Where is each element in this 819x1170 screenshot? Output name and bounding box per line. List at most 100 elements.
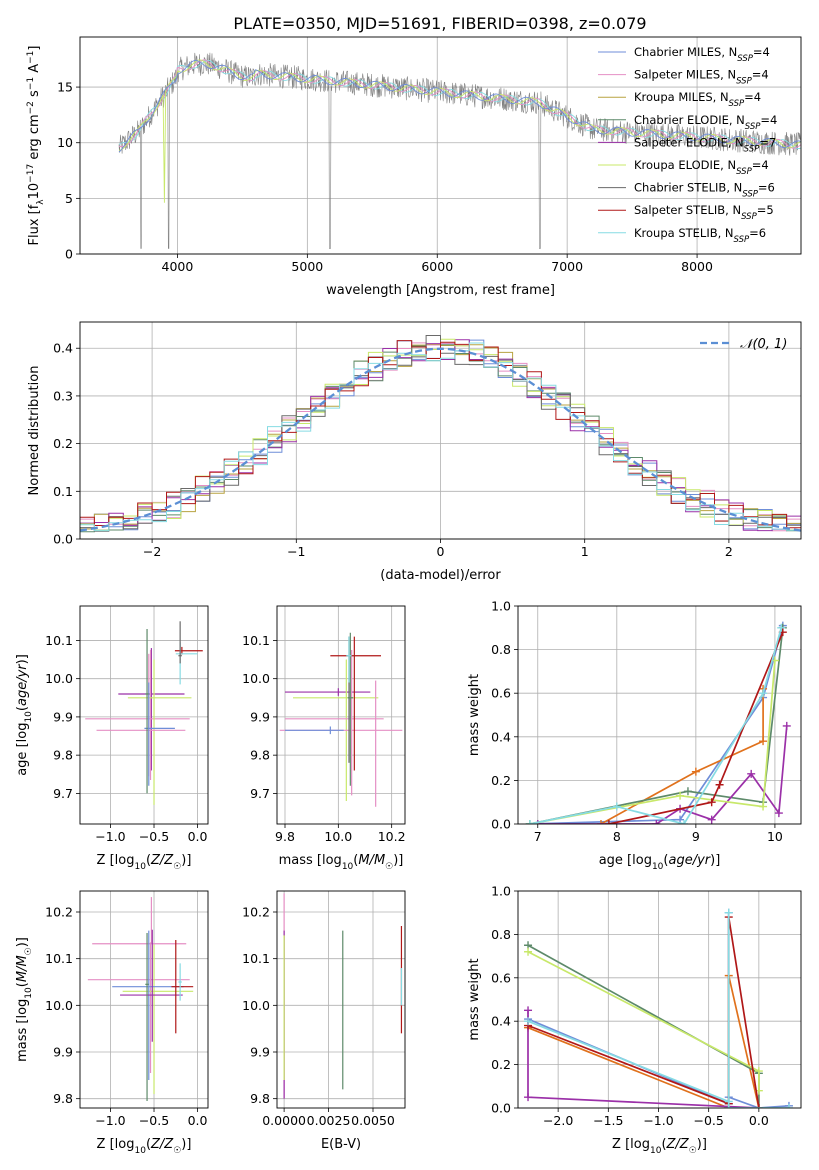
x-axis-label: age [log10(age/yr)] <box>599 853 721 872</box>
y-tick-label: 9.7 <box>250 786 270 801</box>
axes-frame <box>276 605 406 825</box>
plot-area <box>118 52 801 249</box>
legend-tail: =4 <box>744 90 761 104</box>
weight-marker <box>524 1017 533 1026</box>
x-tick-label: 10.2 <box>378 829 406 844</box>
weight-line <box>527 975 760 1108</box>
weight-marker <box>604 820 613 824</box>
legend-entry: Kroupa MILES, NSSP=4 <box>634 90 761 109</box>
legend-tail: =4 <box>753 45 770 59</box>
legend-text: Chabrier MILES, N <box>634 45 737 59</box>
x-tick-label: 8 <box>613 829 621 844</box>
legend-entry: Kroupa ELODIE, NSSP=4 <box>634 158 769 177</box>
x-tick-label: 0.0 <box>188 1113 208 1128</box>
label-part: 10 <box>134 1146 146 1156</box>
legend: Chabrier MILES, N SSP =4 Salpeter MILES, N S… <box>598 45 777 245</box>
weight-marker <box>524 947 533 956</box>
label-part: ☉ <box>24 947 34 955</box>
label-part: A <box>27 64 42 77</box>
x-axis-label: wavelength [Angstrom, rest frame] <box>326 283 555 298</box>
weight-line <box>529 660 776 824</box>
label-part: −1 <box>26 51 36 64</box>
x-tick-label: −1.0 <box>643 1113 673 1128</box>
y-tick-label: 0.6 <box>491 970 511 985</box>
weight-marker <box>759 689 768 698</box>
panel-mass-vs-ebv: 0.0000 0.0025 0.0050 9.8 9.9 10.0 10.1 10.2 E(B-… <box>242 890 406 1152</box>
y-tick-label: 9.9 <box>250 1045 270 1060</box>
x-tick-label: 0.0 <box>188 829 208 844</box>
weight-marker <box>707 815 716 824</box>
y-tick-label: 15 <box>57 80 73 95</box>
label-part: ( <box>146 1137 151 1152</box>
label-part: )] <box>181 853 191 868</box>
label-part: 10 <box>24 711 34 723</box>
label-part: ☉ <box>385 862 393 872</box>
legend-text: Salpeter MILES, N <box>634 68 736 82</box>
weight-marker <box>784 1104 793 1108</box>
label-part: ] <box>27 46 42 51</box>
x-tick-label: 0.0 <box>749 1113 769 1128</box>
x-tick-label: 7 <box>534 829 542 844</box>
plot-area <box>279 632 403 807</box>
label-part: )] <box>181 1137 191 1152</box>
legend-entry: Salpeter ELODIE, NSSP=7 <box>634 135 776 154</box>
weight-marker <box>652 820 661 824</box>
legend-text: Salpeter STELIB, N <box>634 203 741 217</box>
y-tick-label: 10.1 <box>45 951 73 966</box>
x-axis-label: E(B-V) <box>321 1137 361 1152</box>
label-part: mass [log <box>15 999 30 1062</box>
label-part: Z [log <box>97 853 135 868</box>
label-part: )] <box>393 853 403 868</box>
label-part: Flux [f <box>27 204 42 245</box>
x-tick-label: −1.5 <box>593 1113 623 1128</box>
legend-sub: SSP <box>745 122 761 132</box>
y-tick-label: 0.2 <box>53 436 73 451</box>
y-tick-label: 0.8 <box>491 642 511 657</box>
y-tick-label: 10.0 <box>242 998 270 1013</box>
axes-frame <box>517 605 802 825</box>
label-part: erg cm <box>27 114 42 163</box>
label-part: ☉ <box>173 862 181 872</box>
x-tick-label: 6000 <box>421 259 453 274</box>
y-tick-label: 9.8 <box>53 1091 73 1106</box>
weight-marker <box>676 791 685 800</box>
axes-frame <box>79 890 209 1109</box>
legend-tail: =5 <box>757 203 774 217</box>
y-tick-label: 0.6 <box>491 686 511 701</box>
y-tick-label: 0.0 <box>53 532 73 547</box>
label-part: −2 <box>26 101 36 114</box>
label-part: )] <box>15 937 30 947</box>
y-tick-label: 10.1 <box>242 633 270 648</box>
weight-marker <box>754 1067 763 1076</box>
weight-marker <box>612 802 621 811</box>
y-tick-label: 9.9 <box>250 709 270 724</box>
weight-marker <box>683 787 692 796</box>
label-part: ☉ <box>689 1146 697 1156</box>
weight-marker <box>707 798 716 807</box>
label-part: ☉ <box>173 1146 181 1156</box>
weight-line <box>600 688 764 824</box>
x-tick-label: 0.0025 <box>307 1113 351 1128</box>
label-part: Z [log <box>97 1137 135 1152</box>
label-part: M/M <box>358 853 385 868</box>
x-tick-label: −0.5 <box>139 829 169 844</box>
weight-line <box>527 1010 759 1108</box>
label-part: 10 <box>24 987 34 999</box>
weight-marker <box>525 820 534 824</box>
label-part: age [log <box>599 853 652 868</box>
y-axis-label: Flux [fλ10−17 erg cm−2 s−1 A−1] <box>26 46 46 246</box>
weight-marker <box>754 1104 763 1108</box>
y-tick-label: 9.8 <box>250 748 270 763</box>
label-part: Z/Z <box>150 853 174 868</box>
y-axis-label: mass weight <box>467 674 482 756</box>
legend-tail: =6 <box>758 181 775 195</box>
y-tick-label: 10.2 <box>242 905 270 920</box>
label-part: 10 <box>27 183 42 200</box>
y-tick-label: 10.2 <box>45 905 73 920</box>
weight-marker <box>524 1093 533 1102</box>
weight-line <box>527 916 760 1108</box>
x-tick-label: 0.0000 <box>262 1113 306 1128</box>
x-axis-label: Z [log10(Z/Z☉)] <box>97 853 192 872</box>
weight-line <box>608 631 784 824</box>
